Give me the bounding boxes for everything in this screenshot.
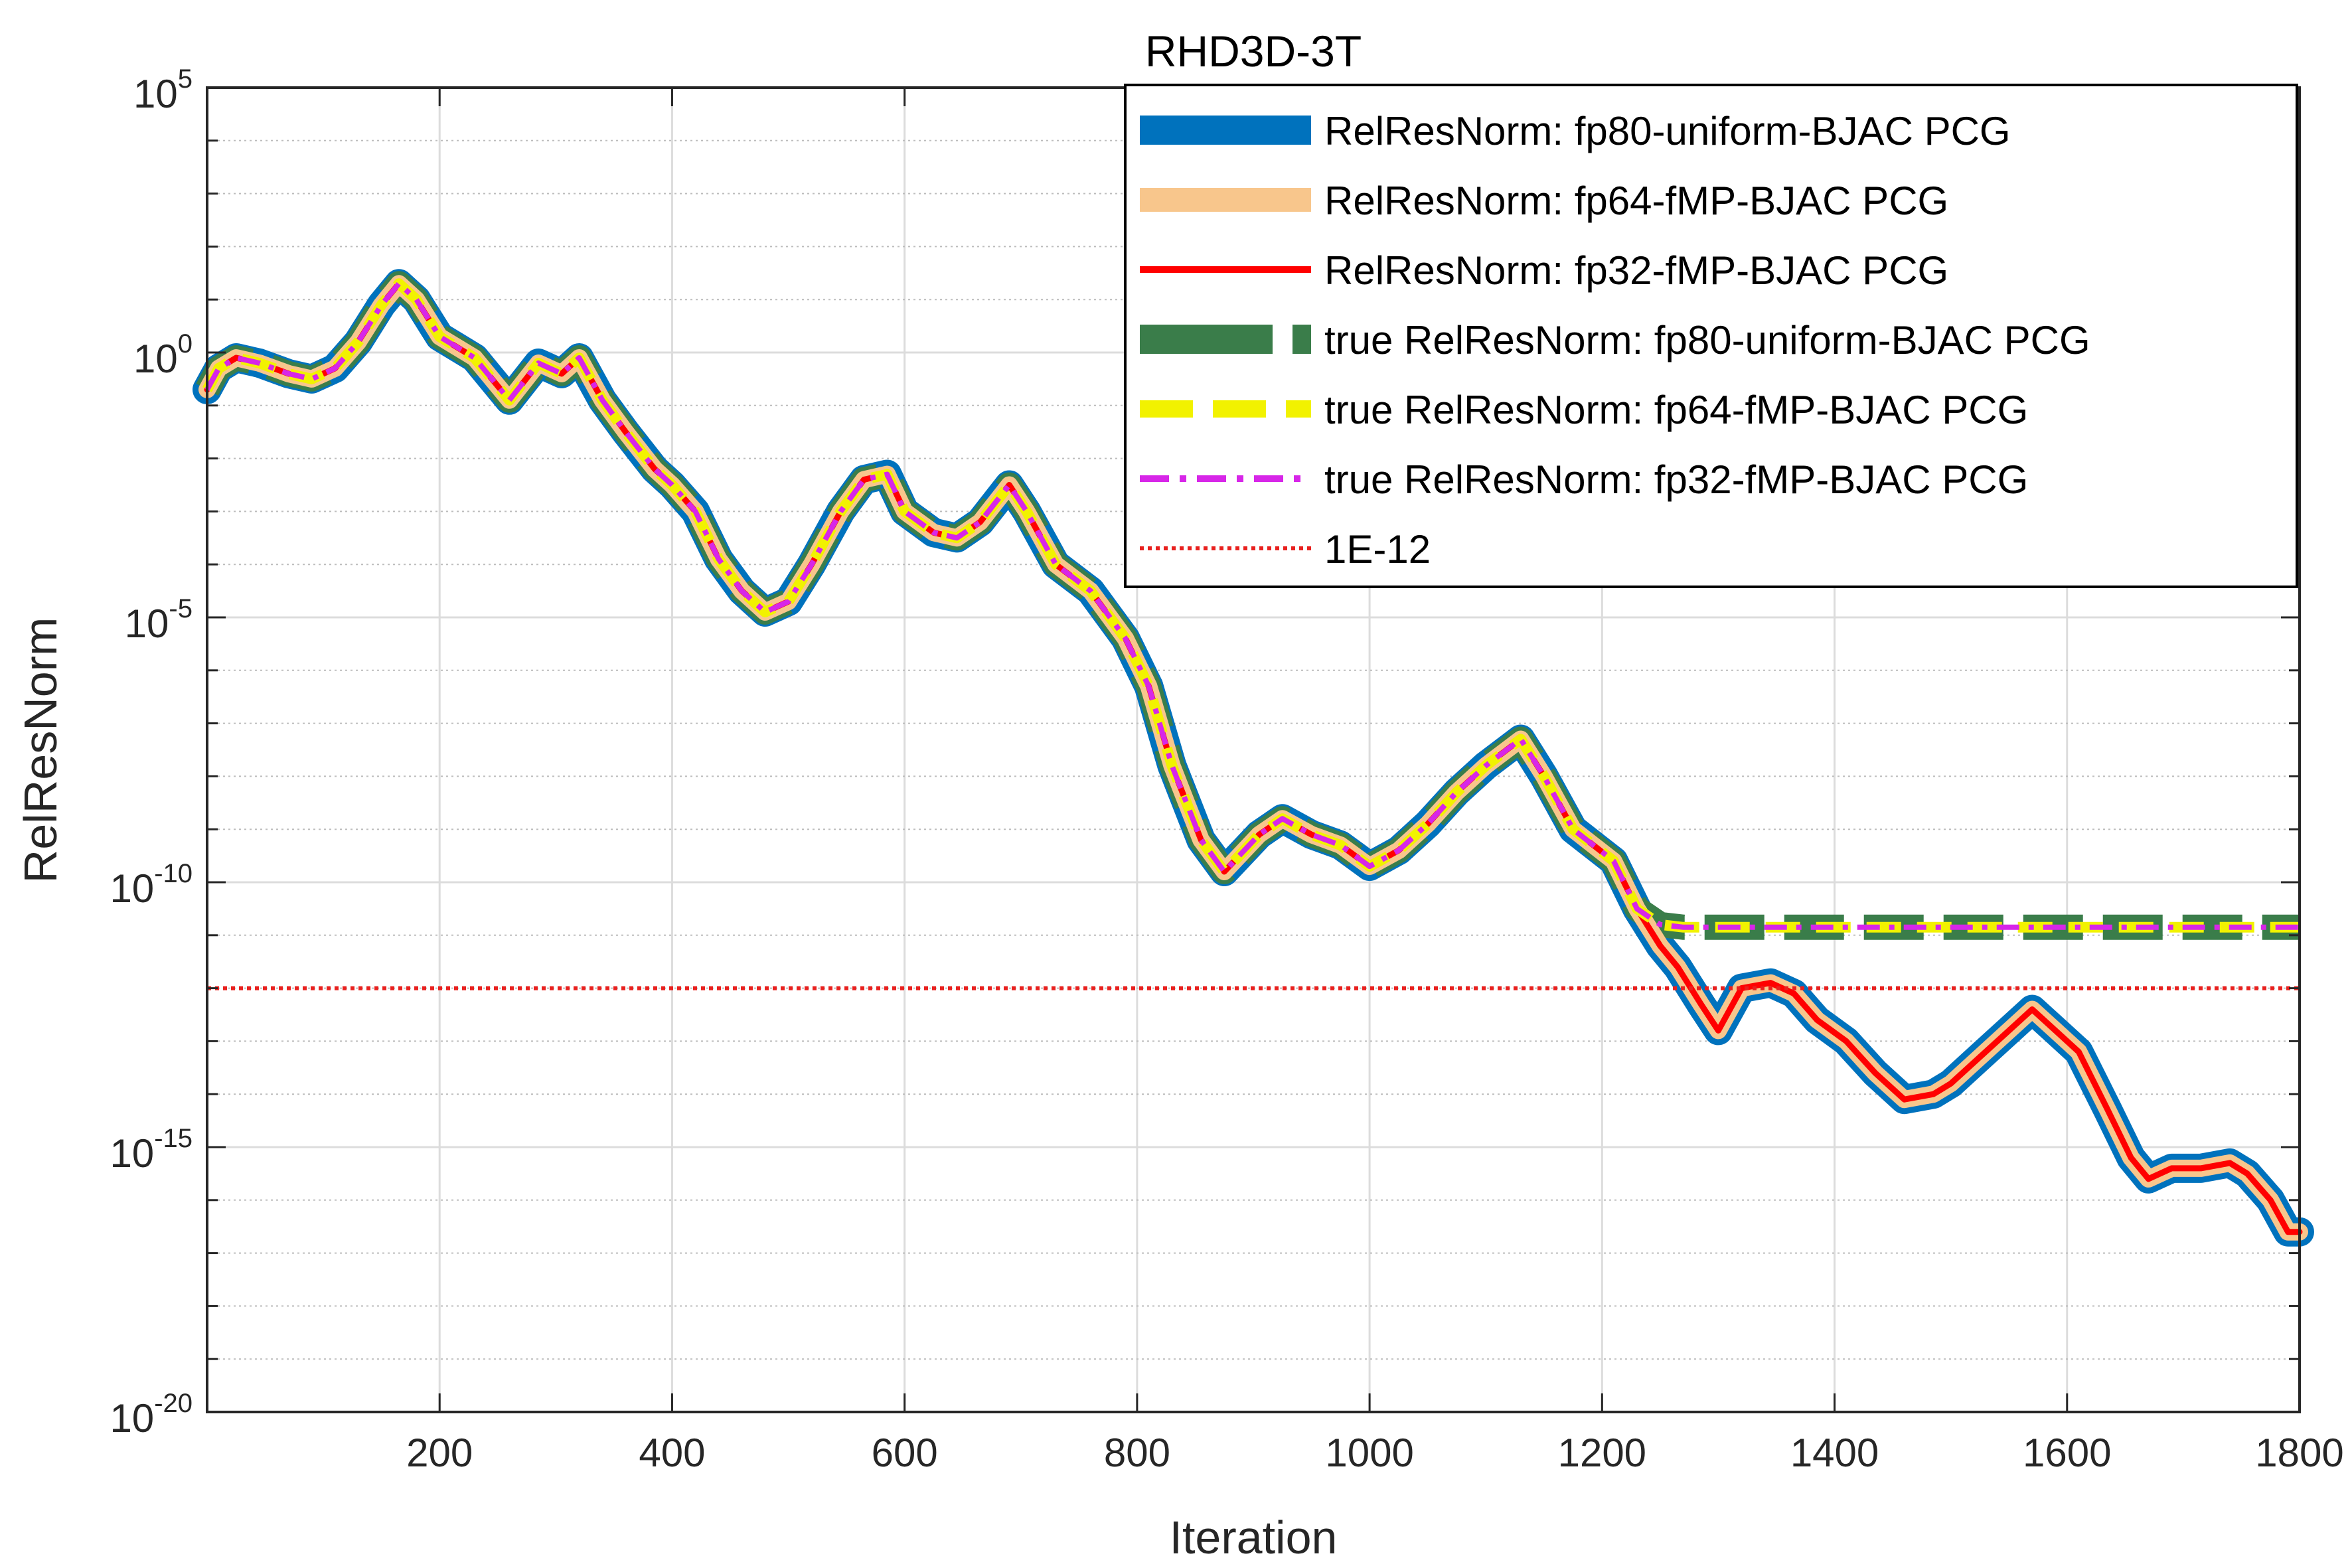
y-tick-label: 10-10 xyxy=(110,859,193,911)
y-tick-label: 105 xyxy=(133,64,193,116)
legend-item-relres-fp64-fmp: RelResNorm: fp64-fMP-BJAC PCG xyxy=(1140,179,1948,223)
legend-item-relres-fp80-uniform: RelResNorm: fp80-uniform-BJAC PCG xyxy=(1140,109,2011,153)
y-tick-label: 10-5 xyxy=(125,594,193,646)
y-axis-label: RelResNorm xyxy=(15,617,66,884)
legend-item-true-relres-fp32-fmp: true RelResNorm: fp32-fMP-BJAC PCG xyxy=(1140,457,2028,502)
legend-label: true RelResNorm: fp64-fMP-BJAC PCG xyxy=(1324,388,2028,432)
legend-label: 1E-12 xyxy=(1324,527,1431,572)
legend-item-relres-fp32-fmp: RelResNorm: fp32-fMP-BJAC PCG xyxy=(1140,248,1948,293)
x-tick-label: 1800 xyxy=(2255,1431,2343,1475)
tick-layer: 200 400 600 800 1000 1200 1400 1600 1800 10-20 10-… xyxy=(110,64,2343,1475)
chart-title: RHD3D-3T xyxy=(1145,27,1362,76)
legend-item-threshold-1e-12: 1E-12 xyxy=(1140,527,1431,572)
legend-label: true RelResNorm: fp80-uniform-BJAC PCG xyxy=(1324,318,2090,362)
x-tick-label: 400 xyxy=(639,1431,705,1475)
y-tick-label: 10-15 xyxy=(110,1124,193,1176)
legend-label: RelResNorm: fp32-fMP-BJAC PCG xyxy=(1324,248,1948,293)
y-tick-label: 100 xyxy=(133,329,193,381)
legend-box xyxy=(1124,84,2298,588)
series-layer xyxy=(193,269,2314,1247)
x-axis-label: Iteration xyxy=(1170,1512,1338,1563)
x-tick-label: 1000 xyxy=(1325,1431,1413,1475)
x-tick-label: 1200 xyxy=(1558,1431,1646,1475)
legend-label: RelResNorm: fp80-uniform-BJAC PCG xyxy=(1324,109,2011,153)
x-tick-label: 800 xyxy=(1104,1431,1170,1475)
x-tick-label: 200 xyxy=(406,1431,473,1475)
legend-label: true RelResNorm: fp32-fMP-BJAC PCG xyxy=(1324,457,2028,502)
y-tick-label: 10-20 xyxy=(110,1389,193,1441)
x-tick-label: 600 xyxy=(872,1431,938,1475)
legend-item-true-relres-fp64-fmp: true RelResNorm: fp64-fMP-BJAC PCG xyxy=(1140,388,2028,432)
x-tick-label: 1600 xyxy=(2023,1431,2111,1475)
x-tick-label: 1400 xyxy=(1790,1431,1879,1475)
legend-label: RelResNorm: fp64-fMP-BJAC PCG xyxy=(1324,179,1948,223)
legend: RelResNorm: fp80-uniform-BJAC PCG RelResN… xyxy=(1124,84,2298,588)
series-true-relres-fp32-fmp xyxy=(204,281,2300,930)
legend-item-true-relres-fp80-uniform: true RelResNorm: fp80-uniform-BJAC PCG xyxy=(1140,318,2090,362)
